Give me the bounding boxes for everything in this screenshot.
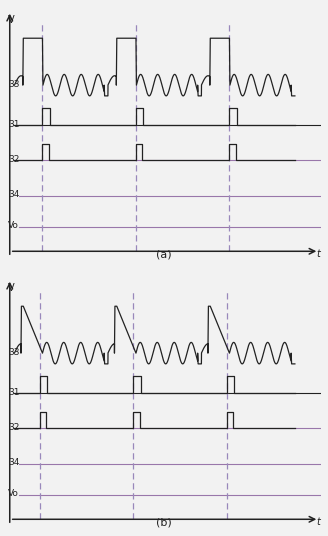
Text: Vo: Vo (8, 489, 19, 498)
Text: 32: 32 (8, 155, 19, 164)
Text: (a): (a) (156, 249, 172, 259)
Text: t: t (316, 517, 320, 527)
Text: 33: 33 (8, 80, 19, 88)
Text: 34: 34 (8, 458, 19, 467)
Text: 33: 33 (8, 348, 19, 356)
Text: V: V (8, 283, 14, 293)
Text: 34: 34 (8, 190, 19, 199)
Text: 32: 32 (8, 423, 19, 432)
Text: (b): (b) (156, 517, 172, 527)
Text: 31: 31 (8, 388, 19, 397)
Text: t: t (316, 249, 320, 259)
Text: Vo: Vo (8, 221, 19, 230)
Text: V: V (8, 15, 14, 25)
Text: 31: 31 (8, 120, 19, 129)
